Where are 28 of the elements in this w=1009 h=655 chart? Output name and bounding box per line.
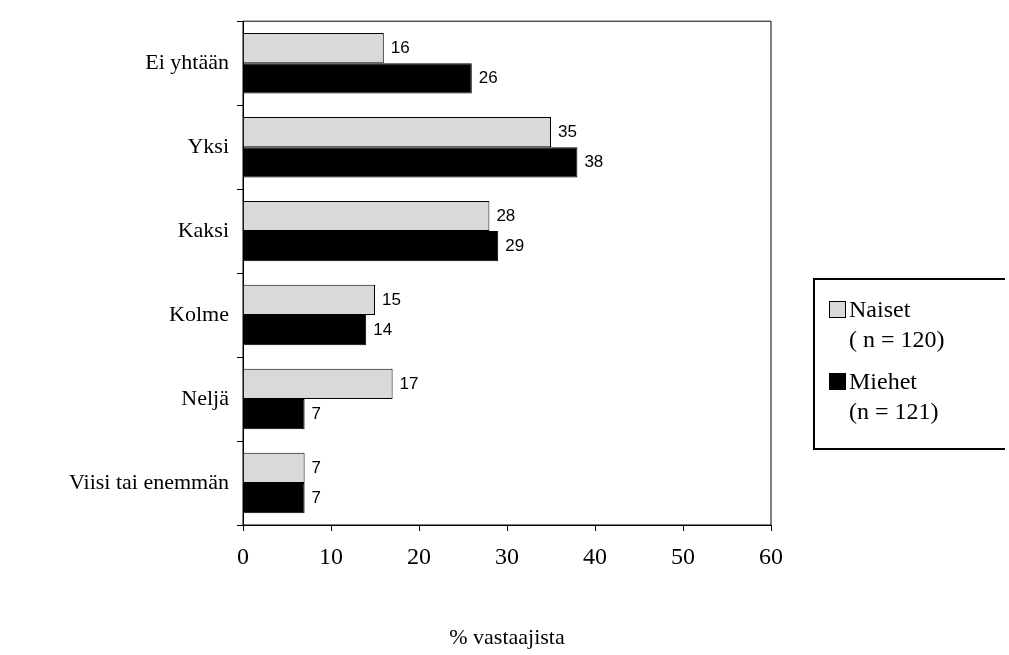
x-tick-label: 0 bbox=[237, 542, 249, 569]
x-tick-label: 10 bbox=[319, 542, 343, 569]
data-label: 26 bbox=[478, 67, 498, 87]
data-label: 38 bbox=[584, 151, 604, 171]
data-label: 7 bbox=[311, 403, 322, 423]
data-label: 28 bbox=[496, 205, 516, 225]
y-tick-label: Yksi bbox=[187, 132, 229, 158]
data-label: 15 bbox=[382, 289, 401, 309]
data-label: 7 bbox=[311, 457, 322, 477]
x-tick-label: 60 bbox=[759, 542, 783, 569]
y-tick-label: Neljä bbox=[181, 384, 230, 410]
data-label: 35 bbox=[558, 121, 577, 141]
y-tick-label: Ei yhtään bbox=[145, 48, 229, 74]
x-tick-label: 40 bbox=[583, 542, 607, 569]
data-label: 29 bbox=[505, 235, 525, 255]
y-tick-label: Kaksi bbox=[177, 216, 229, 242]
y-tick-label: Viisi tai enemmän bbox=[69, 468, 229, 494]
data-label: 7 bbox=[311, 487, 322, 507]
y-tick-label: Kolme bbox=[169, 300, 229, 326]
x-tick-label: 50 bbox=[671, 542, 695, 569]
data-label: 16 bbox=[390, 37, 410, 57]
legend-label: Naiset ( n = 120) bbox=[849, 295, 945, 354]
data-label: 14 bbox=[373, 319, 393, 339]
x-axis-title: % vastaajista bbox=[449, 623, 565, 649]
data-label: 17 bbox=[399, 373, 419, 393]
x-tick-label: 30 bbox=[495, 542, 519, 569]
legend-label: Miehet (n = 121) bbox=[849, 367, 939, 426]
x-tick-label: 20 bbox=[407, 542, 431, 569]
